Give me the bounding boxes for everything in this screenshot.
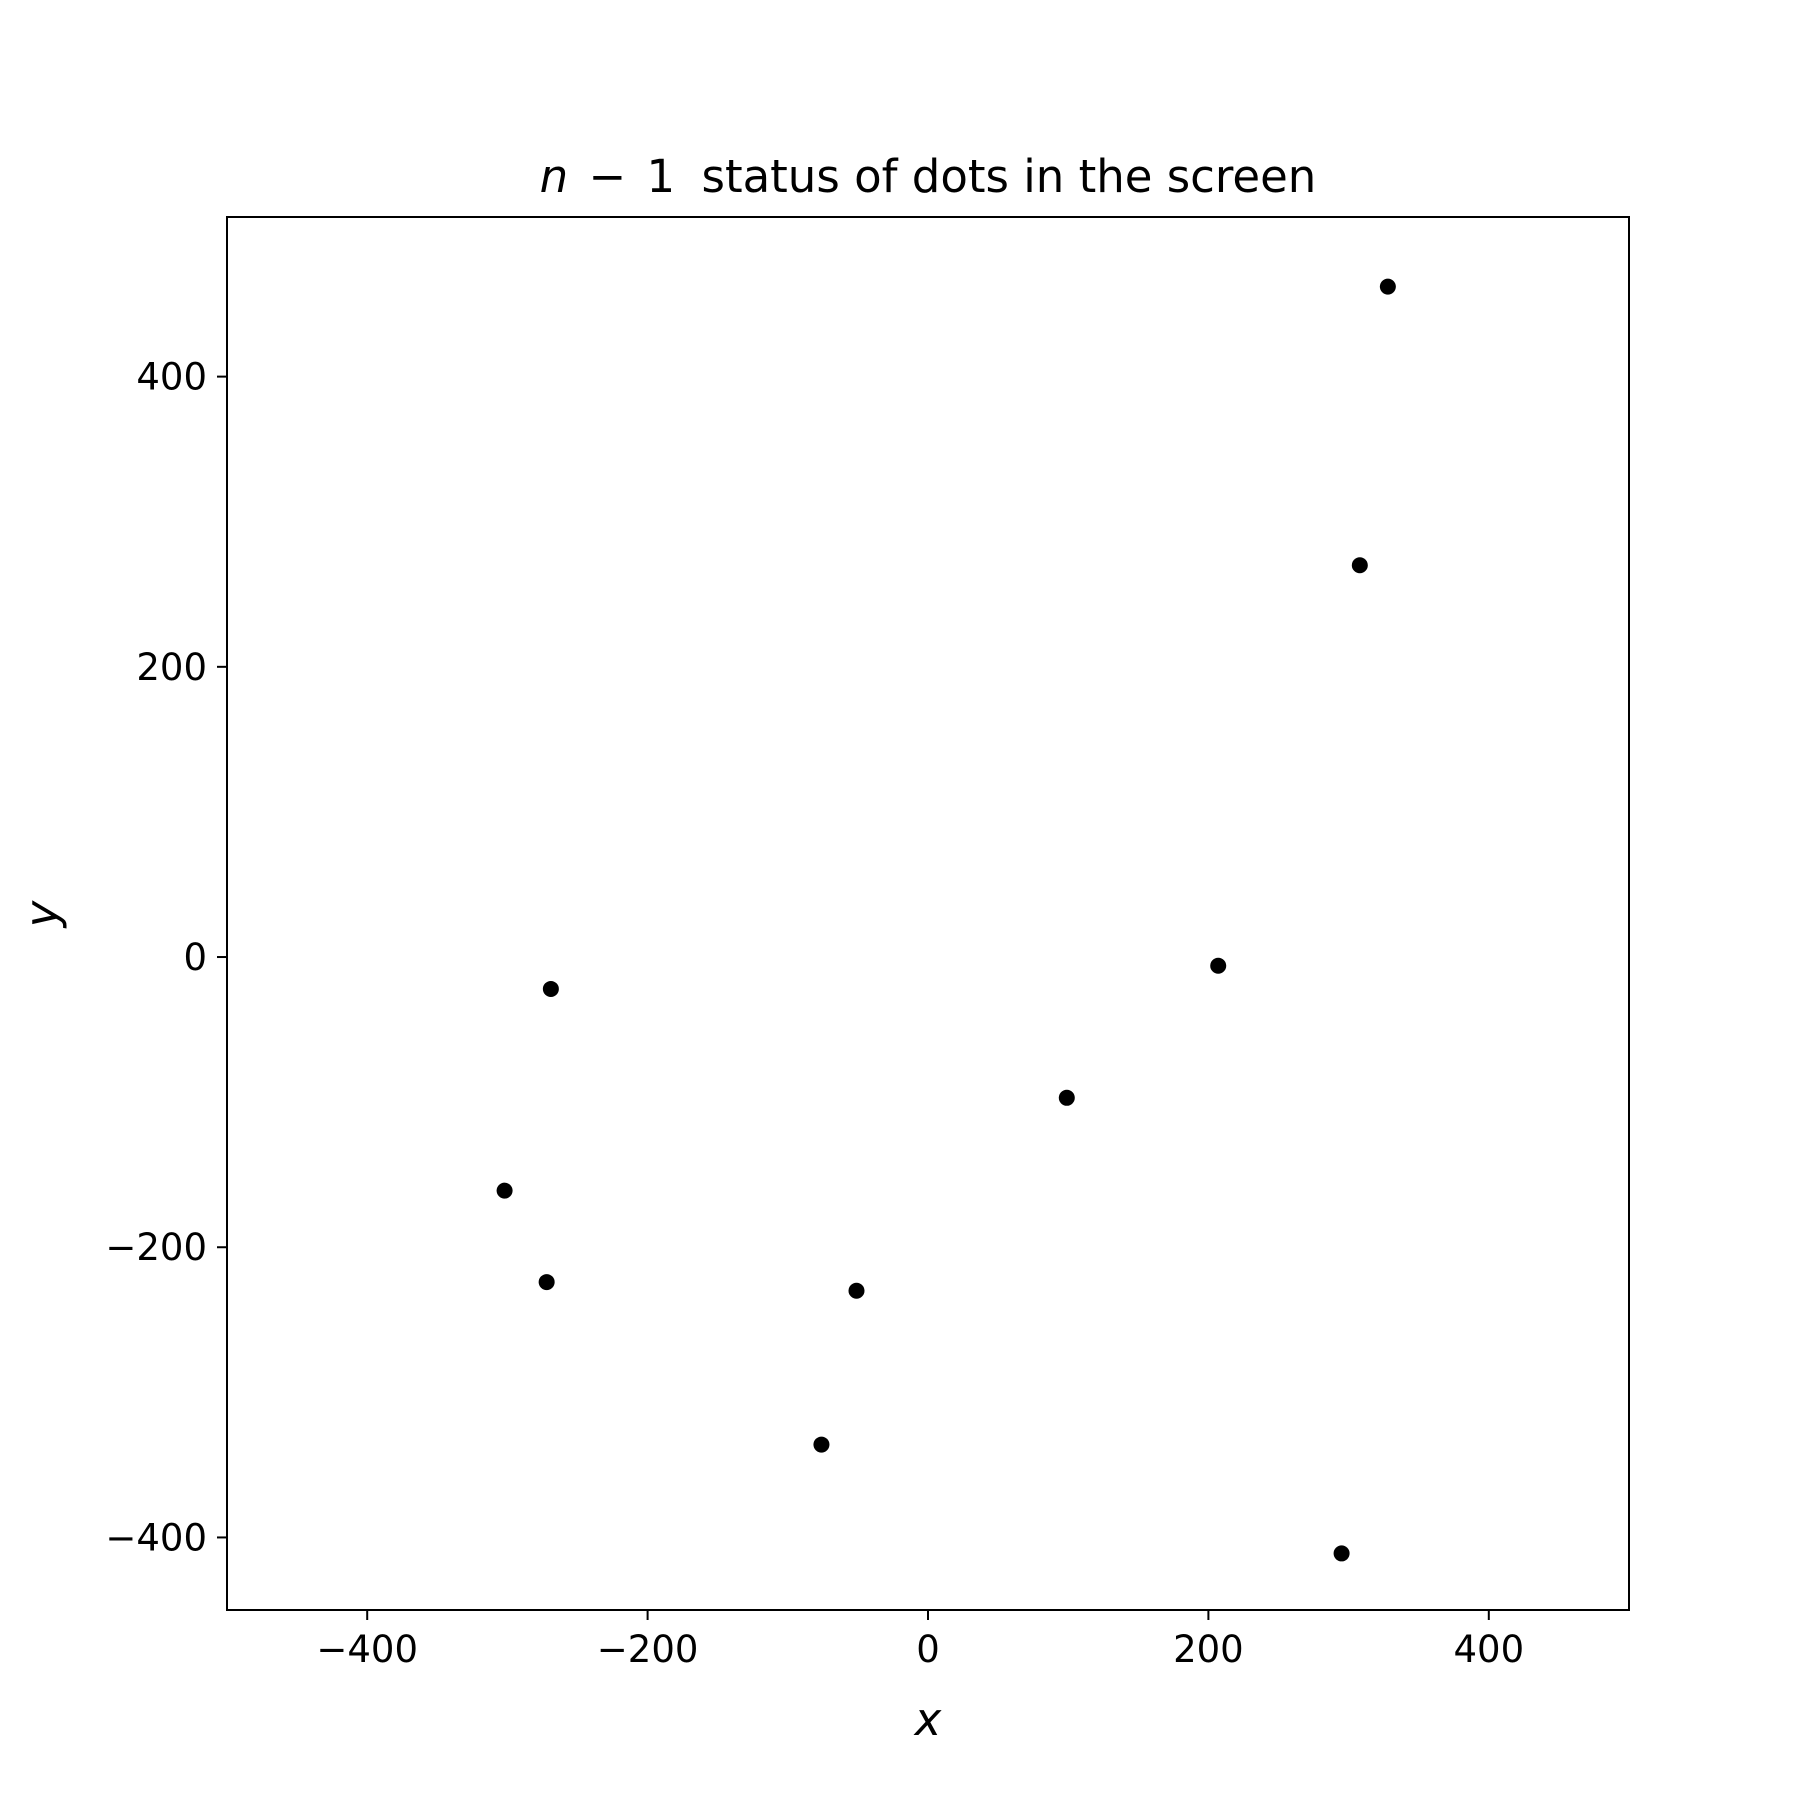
x-tick-label: 200 [1173,1628,1244,1671]
scatter-point [1058,1089,1075,1106]
x-axis-label: x [913,1693,942,1746]
y-tick-label: −400 [105,1516,207,1559]
y-tick-label: 200 [136,646,207,689]
y-tick-label: 0 [183,936,207,979]
scatter-point [538,1274,555,1291]
scatter-point [848,1282,865,1299]
data-points [496,278,1396,1562]
chart-title: n − 1 status of dots in the screen [540,150,1317,203]
title-math-operator: − [589,150,627,203]
scatter-point [1333,1545,1350,1562]
scatter-point [813,1436,830,1453]
axis-ticks: −400 −200 0 200 400 −400 −200 0 200 400 [105,356,1524,1671]
title-text: status of dots in the screen [702,150,1317,203]
y-axis-label: y [15,899,68,929]
x-tick-label: 0 [916,1628,940,1671]
x-tick-label: 400 [1453,1628,1524,1671]
x-tick-label: −400 [316,1628,418,1671]
title-math-variable: n [540,150,569,203]
scatter-point [1351,557,1368,574]
scatter-point [1379,278,1396,295]
y-tick-label: 400 [136,356,207,399]
scatter-point [542,980,559,997]
scatter-point [1210,957,1227,974]
scatter-point [496,1182,513,1199]
y-tick-label: −200 [105,1226,207,1269]
plot-area-frame [226,216,1630,1611]
title-math-number: 1 [647,150,676,203]
x-tick-label: −200 [597,1628,699,1671]
